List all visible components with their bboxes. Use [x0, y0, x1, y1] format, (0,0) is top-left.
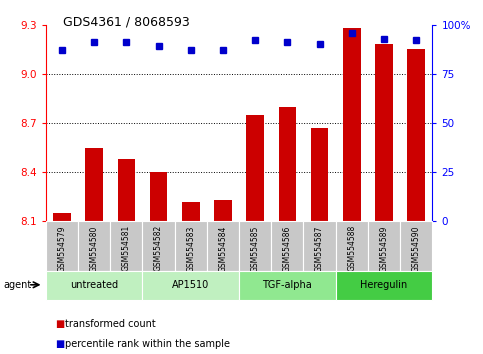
Bar: [279, 107, 296, 221]
Text: agent: agent: [4, 280, 32, 290]
Bar: [214, 200, 232, 221]
Bar: [311, 128, 328, 221]
Text: AP1510: AP1510: [172, 280, 210, 290]
Bar: [303, 221, 336, 271]
Text: TGF-alpha: TGF-alpha: [262, 280, 313, 290]
Bar: [246, 115, 264, 221]
Bar: [78, 221, 110, 271]
Bar: [375, 45, 393, 221]
Bar: [336, 221, 368, 271]
Text: GSM554585: GSM554585: [251, 225, 260, 272]
Text: ■: ■: [56, 319, 65, 329]
Bar: [400, 221, 432, 271]
Text: GSM554587: GSM554587: [315, 225, 324, 272]
Bar: [239, 271, 336, 300]
Bar: [368, 221, 400, 271]
Bar: [182, 201, 199, 221]
Bar: [239, 221, 271, 271]
Bar: [53, 213, 71, 221]
Text: transformed count: transformed count: [65, 319, 156, 329]
Bar: [207, 221, 239, 271]
Text: GSM554584: GSM554584: [218, 225, 227, 272]
Bar: [150, 172, 168, 221]
Text: GDS4361 / 8068593: GDS4361 / 8068593: [63, 16, 189, 29]
Bar: [343, 28, 361, 221]
Text: GSM554589: GSM554589: [380, 225, 388, 272]
Text: untreated: untreated: [70, 280, 118, 290]
Text: GSM554590: GSM554590: [412, 225, 421, 272]
Text: GSM554579: GSM554579: [57, 225, 67, 272]
Text: ■: ■: [56, 339, 65, 349]
Bar: [271, 221, 303, 271]
Bar: [46, 221, 78, 271]
Bar: [175, 221, 207, 271]
Text: GSM554583: GSM554583: [186, 225, 195, 272]
Bar: [142, 271, 239, 300]
Bar: [85, 148, 103, 221]
Bar: [336, 271, 432, 300]
Text: Heregulin: Heregulin: [360, 280, 408, 290]
Text: GSM554580: GSM554580: [90, 225, 99, 272]
Text: GSM554588: GSM554588: [347, 225, 356, 272]
Bar: [407, 49, 425, 221]
Text: GSM554586: GSM554586: [283, 225, 292, 272]
Bar: [117, 159, 135, 221]
Bar: [46, 271, 142, 300]
Text: percentile rank within the sample: percentile rank within the sample: [65, 339, 230, 349]
Bar: [142, 221, 175, 271]
Text: GSM554582: GSM554582: [154, 225, 163, 272]
Bar: [110, 221, 142, 271]
Text: GSM554581: GSM554581: [122, 225, 131, 272]
